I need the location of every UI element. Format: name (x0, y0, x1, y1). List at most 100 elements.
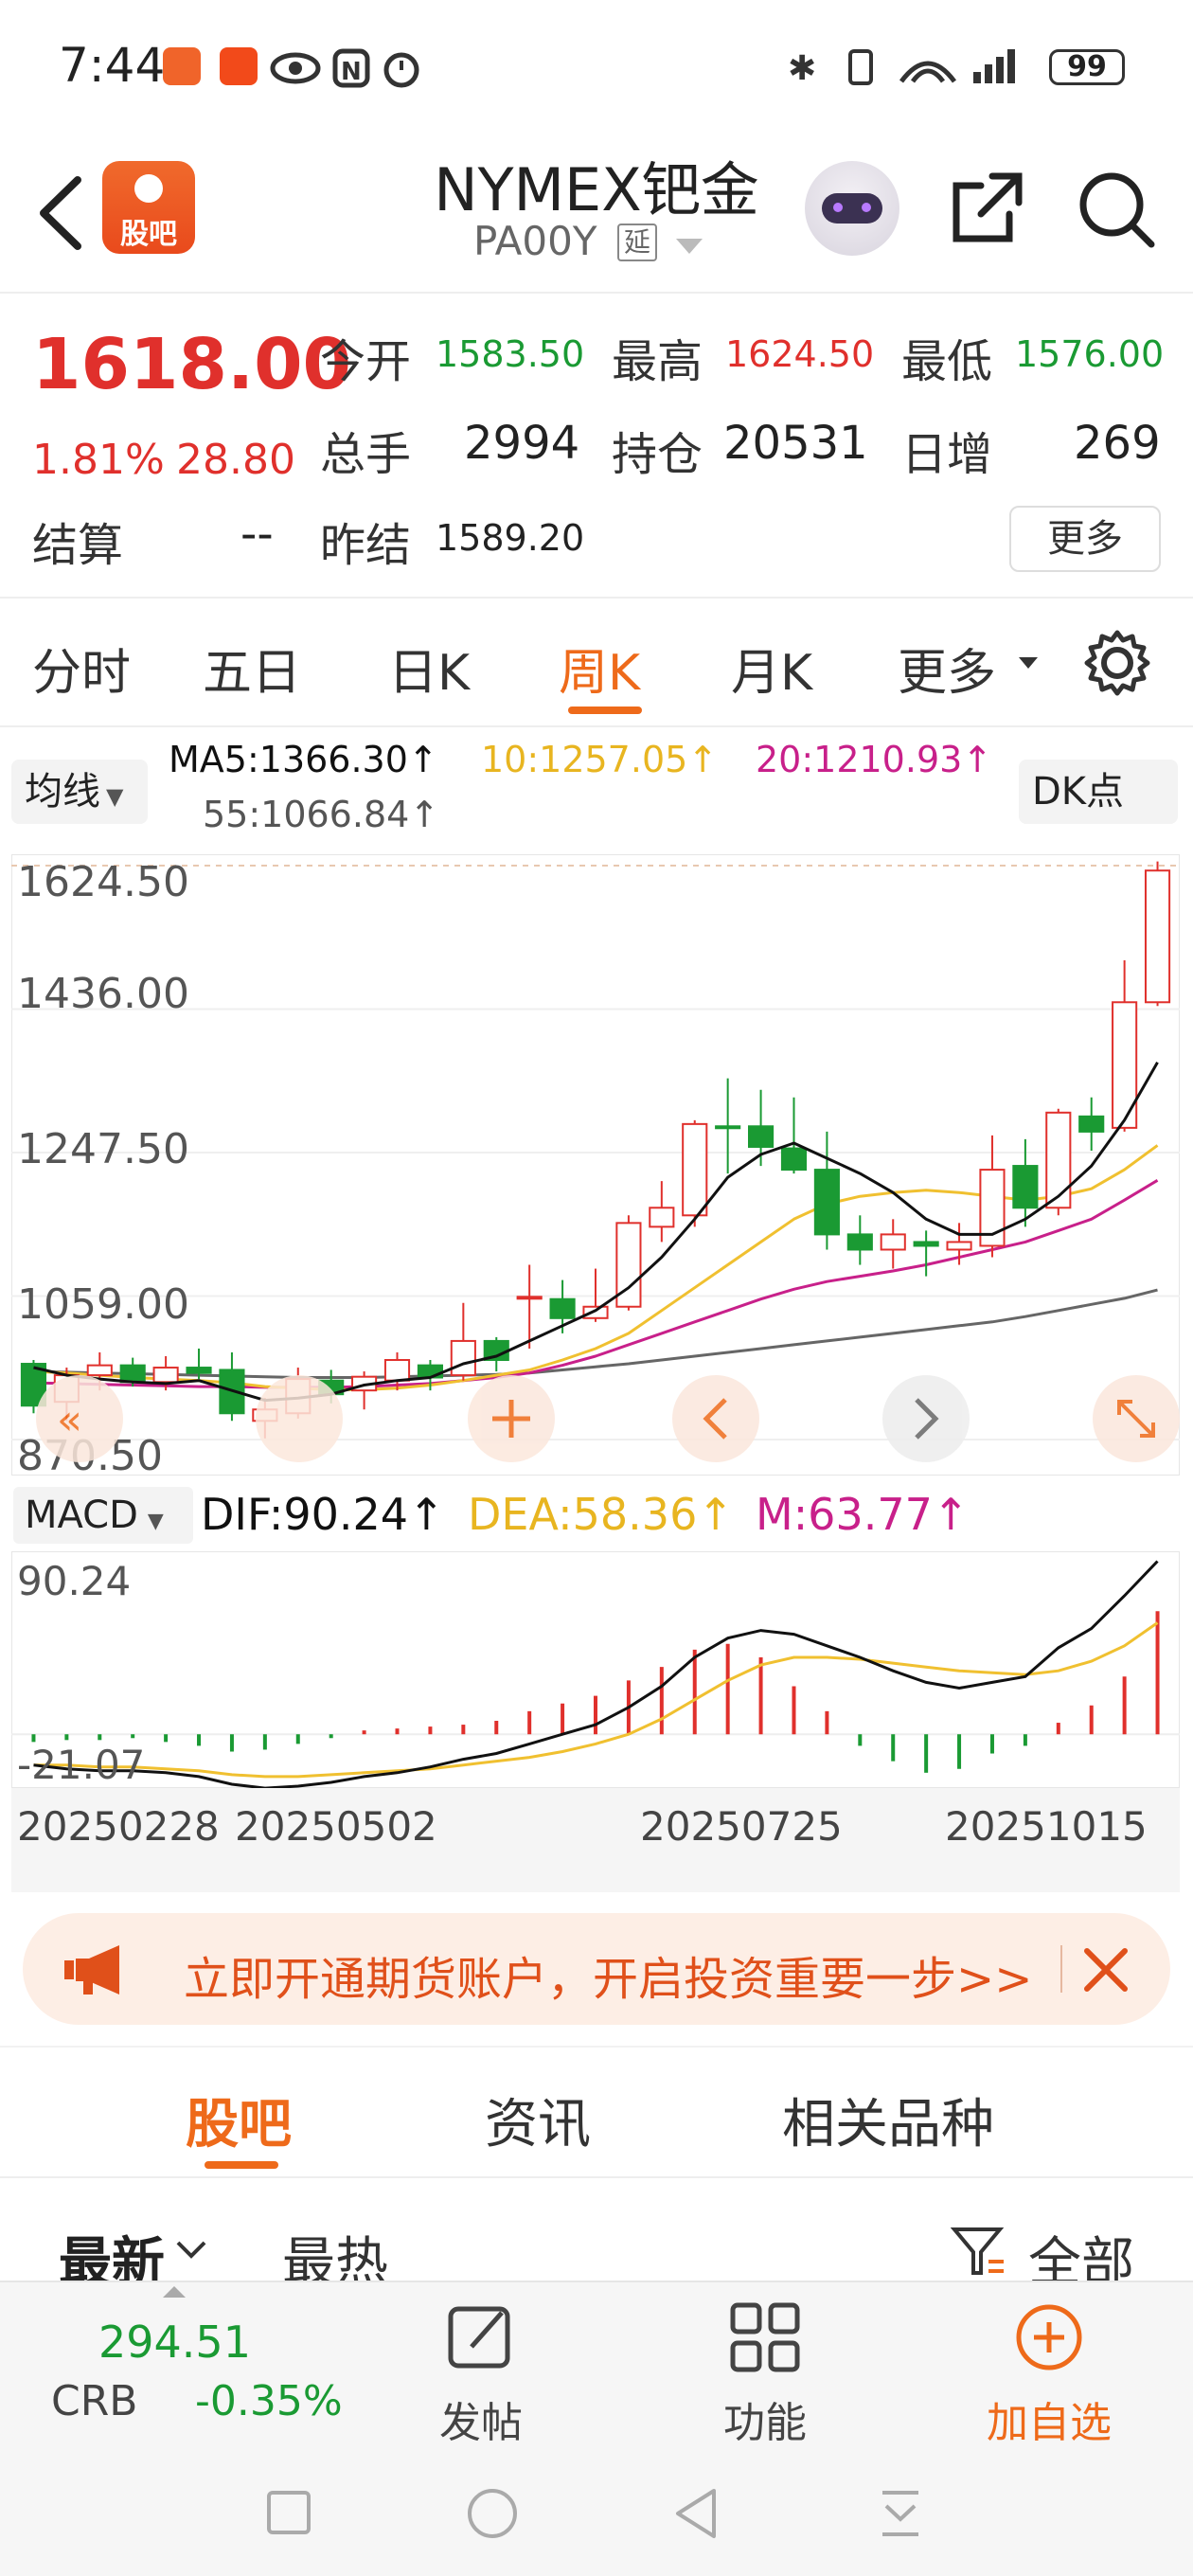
dea-value: DEA:58.36↑ (468, 1489, 734, 1540)
tab-news[interactable]: 资讯 (485, 2094, 591, 2156)
guba-app-icon (163, 47, 201, 85)
dif-line (33, 1560, 1159, 1788)
open-value: 1583.50 (436, 333, 585, 375)
candle-down (748, 1125, 775, 1148)
fullscreen-button[interactable] (1093, 1375, 1180, 1462)
candle-up (880, 1233, 906, 1251)
ma-selector[interactable]: 均线 ▼ (11, 760, 148, 824)
indicator-selector-label: MACD (25, 1494, 138, 1537)
candle-up (1144, 869, 1171, 1004)
date-tick-0: 20250228 (17, 1803, 220, 1850)
candle-up (383, 1359, 411, 1382)
low-value: 1576.00 (1015, 333, 1165, 375)
home-icon[interactable] (466, 2487, 519, 2540)
ma10-value: 10:1257.05↑ (481, 739, 719, 780)
change-pct: 1.81% (32, 436, 165, 484)
guba-logo[interactable]: 股吧 (102, 161, 195, 254)
candle-down (417, 1364, 443, 1379)
high-value: 1624.50 (725, 333, 875, 375)
add-watchlist-button[interactable]: 加自选 (964, 2282, 1134, 2453)
contract-code: PA00Y (473, 218, 597, 264)
open-interest-value: 20531 (723, 417, 868, 470)
delay-tag: 延 (617, 224, 657, 261)
macd-y-tick-0: 90.24 (17, 1558, 131, 1604)
tab-five-day[interactable]: 五日 (203, 645, 302, 702)
open-label: 今开 (320, 335, 412, 388)
candle-down (1012, 1165, 1039, 1209)
more-quote-button[interactable]: 更多 (1009, 506, 1161, 572)
functions-label: 功能 (723, 2399, 807, 2447)
tab-more[interactable]: 更多 (898, 645, 997, 702)
back-nav-icon[interactable] (672, 2487, 720, 2540)
ma5-polyline (33, 1062, 1159, 1403)
svg-text:✱: ✱ (788, 49, 816, 88)
crb-index-name: CRB (51, 2377, 138, 2425)
crb-index-value: 294.51 (98, 2317, 251, 2368)
y-tick-2: 1247.50 (17, 1125, 189, 1173)
indicator-selector[interactable]: MACD ▼ (13, 1487, 193, 1544)
tab-monthly-k[interactable]: 月K (731, 645, 813, 702)
promo-banner[interactable]: 立即开通期货账户，开启投资重要一步>> (23, 1913, 1170, 2025)
macd-chart[interactable]: 90.24 -21.07 (11, 1551, 1180, 1788)
date-tick-1: 20250502 (235, 1803, 437, 1850)
candle-down (780, 1147, 808, 1172)
status-bar: 7:44 N ✱ 99 (0, 0, 1193, 133)
tab-daily-k[interactable]: 日K (388, 645, 471, 702)
candle-up (1112, 1001, 1138, 1129)
tab-intraday[interactable]: 分时 (32, 645, 132, 702)
ma20-value: 20:1210.93↑ (756, 739, 993, 780)
zoom-in-button[interactable] (468, 1375, 555, 1462)
promo-separator (1060, 1945, 1062, 1993)
date-tick-2: 20250725 (640, 1803, 843, 1850)
tab-weekly-k[interactable]: 周K (559, 645, 641, 702)
macd-y-tick-1: -21.07 (17, 1742, 145, 1788)
scroll-right-button[interactable] (882, 1375, 970, 1462)
post-button[interactable]: 发帖 (396, 2282, 566, 2453)
low-label: 最低 (901, 335, 993, 388)
search-icon[interactable] (1074, 167, 1159, 252)
dk-point-toggle[interactable]: DK点 (1019, 760, 1178, 824)
kline-chart[interactable]: 1624.50 1436.00 1247.50 1059.00 870.50 « (11, 854, 1180, 1476)
content-tabs: 股吧 资讯 相关品种 (0, 2046, 1193, 2178)
system-nav-bar (0, 2451, 1193, 2576)
content-tab-indicator (205, 2161, 278, 2169)
dif-value: DIF:90.24↑ (201, 1489, 445, 1540)
candle-up (649, 1207, 675, 1228)
period-tabs: 分时 五日 日K 周K 月K 更多 (0, 599, 1193, 727)
tab-related[interactable]: 相关品种 (782, 2094, 994, 2156)
candle-down (119, 1364, 146, 1384)
candle-down (715, 1125, 741, 1130)
contract-dropdown-icon[interactable] (676, 239, 703, 254)
functions-button[interactable]: 功能 (680, 2282, 850, 2453)
download-nav-icon[interactable] (877, 2487, 924, 2540)
scroll-left-button[interactable] (672, 1375, 759, 1462)
kline-grid (11, 865, 1180, 1440)
app-header: 股吧 NYMEX钯金 PA00Y 延 (0, 133, 1193, 294)
zoom-out-button[interactable] (256, 1375, 343, 1462)
macd-header: MACD ▼ DIF:90.24↑ DEA:58.36↑ M:63.77↑ (0, 1483, 1193, 1549)
ma55-value: 55:1066.84↑ (203, 794, 440, 835)
chevron-down-icon (176, 2241, 206, 2259)
bottom-toolbar: 294.51 CRB -0.35% 发帖 功能 加自选 (0, 2281, 1193, 2451)
macd-histogram (11, 1611, 1180, 1773)
close-icon[interactable] (1079, 1943, 1132, 1996)
grid-icon (730, 2302, 800, 2372)
expand-index-icon[interactable] (163, 2286, 186, 2298)
y-tick-3: 1059.00 (17, 1280, 189, 1329)
add-watchlist-label: 加自选 (987, 2399, 1112, 2447)
candle-down (1078, 1115, 1105, 1133)
candle-up (516, 1296, 543, 1300)
date-axis: 20250228 20250502 20250725 20251015 (11, 1788, 1180, 1892)
candle-down (813, 1169, 840, 1236)
back-arrow-icon[interactable] (28, 170, 95, 256)
dif-polyline (33, 1560, 1159, 1788)
scroll-left-end-button[interactable]: « (36, 1375, 123, 1462)
tab-guba[interactable]: 股吧 (186, 2094, 292, 2156)
gear-icon[interactable] (1079, 625, 1155, 701)
filter-icon[interactable] (951, 2224, 1007, 2281)
share-icon[interactable] (947, 167, 1028, 248)
recent-apps-icon[interactable] (265, 2489, 312, 2536)
volume-label: 总手 (320, 428, 412, 481)
promo-text: 立即开通期货账户，开启投资重要一步>> (184, 1953, 1033, 2006)
ai-assistant-avatar[interactable] (805, 161, 899, 256)
